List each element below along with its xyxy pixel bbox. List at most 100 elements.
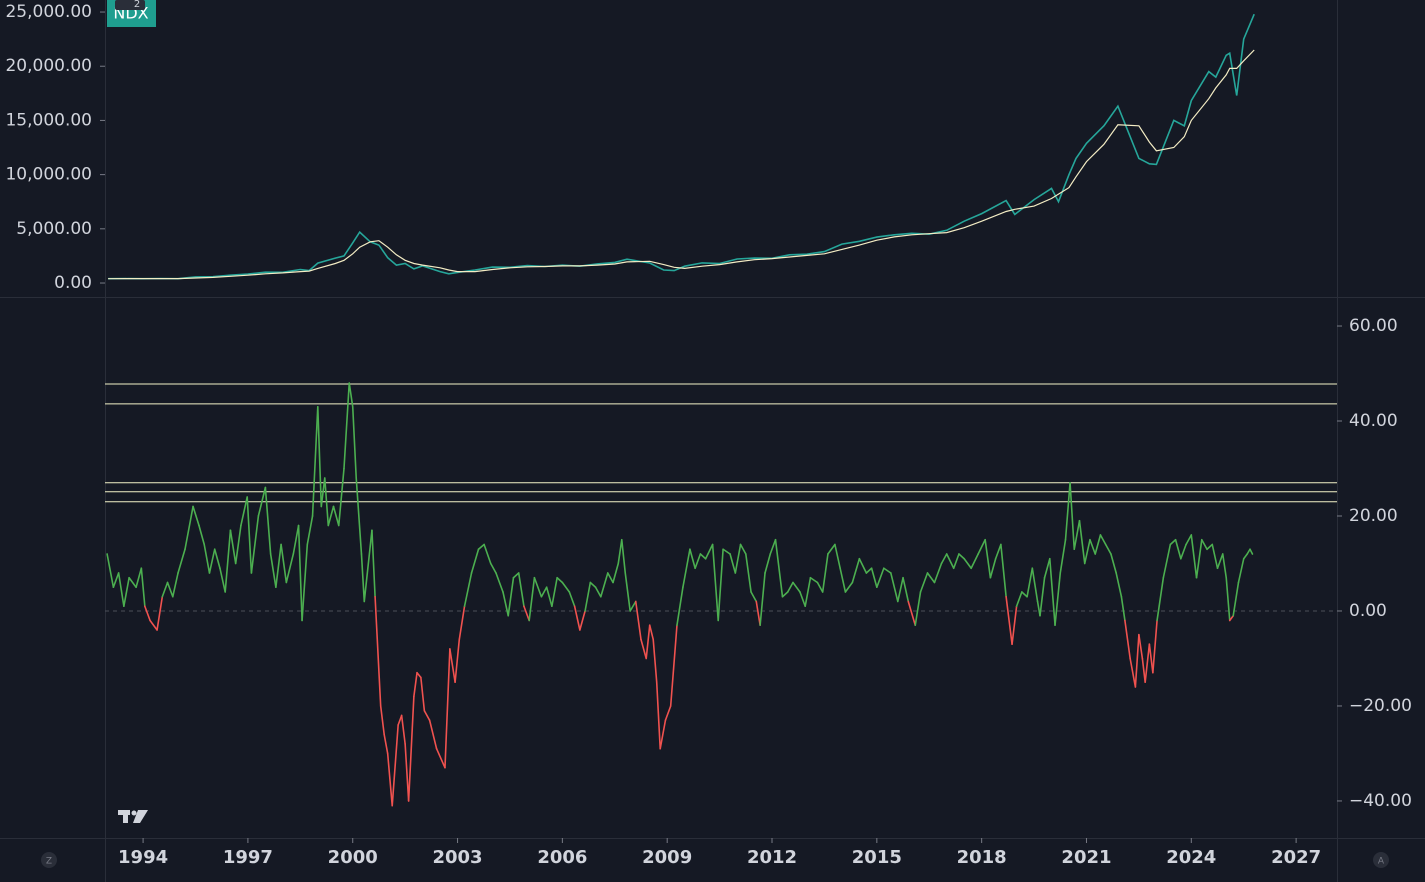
oscillator-segment [1156,576,1165,622]
y-tick-label: 20,000.00 [5,56,92,76]
oscillator-segment [545,586,553,608]
oscillator-segment [1138,633,1144,660]
oscillator-segment [717,548,724,622]
y-tick-label: 10,000.00 [5,165,92,185]
oscillator-segment [311,405,319,517]
x-tick-label: 2012 [747,847,797,868]
y-tick-label: 5,000.00 [16,219,92,239]
pane-badge[interactable] [115,0,145,10]
oscillator-segment [865,567,873,574]
oscillator-segment [1225,576,1231,622]
oscillator-segment [1216,553,1224,570]
y-tick-label: 0.00 [1349,601,1387,621]
oscillator-segment [416,671,422,679]
oscillator-segment [523,605,530,622]
oscillator-segment [1021,591,1028,598]
oscillator-segment [645,624,651,660]
oscillator-segment [704,543,714,560]
oscillator-segment [112,572,120,589]
oscillator-segment [551,576,558,608]
oscillator-segment [420,676,426,712]
oscillator-segment [117,572,125,608]
oscillator-segment [144,605,151,622]
oscillator-segment [809,576,819,584]
oscillator-segment [1064,481,1071,541]
oscillator-segment [907,600,917,627]
icon-a[interactable] [1373,852,1389,868]
oscillator-segment [1190,534,1198,579]
oscillator-segment [851,557,861,584]
y-tick-label: 40.00 [1349,411,1398,431]
oscillator-segment [896,576,904,603]
oscillator-segment [224,529,232,593]
oscillator-segment [123,576,130,608]
oscillator-segment [512,572,520,579]
oscillator-segment [208,548,216,574]
oscillator-segment [664,705,672,722]
oscillator-segment [348,382,354,408]
oscillator-segment [1185,534,1193,546]
oscillator-segment [1144,643,1151,684]
y-tick-label: 25,000.00 [5,2,92,22]
oscillator-segment [774,538,784,598]
oscillator-segment [612,562,620,584]
oscillator-segment [781,591,789,598]
oscillator-segment [659,719,667,750]
oscillator-segment [786,581,794,593]
x-tick-label: 2018 [957,847,1007,868]
oscillator-segment [640,638,648,660]
oscillator-segment [203,543,211,574]
oscillator-segment [386,752,394,807]
oscillator-segment [620,538,627,574]
oscillator-segment [1011,605,1018,646]
x-tick-label: 2015 [852,847,902,868]
oscillator-segment [297,524,303,622]
oscillator-segment [682,548,691,589]
oscillator-segment [1249,548,1254,555]
oscillator-segment [428,719,438,750]
oscillator-segment [343,382,351,470]
oscillator-segment [821,553,829,593]
x-tick-label: 2021 [1061,847,1111,868]
oscillator-segment [1211,543,1219,570]
oscillator-segment [198,524,206,546]
oscillator-segment [184,505,194,551]
oscillator-segment [556,576,564,584]
oscillator-segment [1026,567,1034,598]
oscillator-segment [694,553,702,570]
oscillator-segment [423,709,431,722]
oscillator-segment [919,572,929,593]
oscillator-segment [816,581,824,593]
oscillator-segment [568,591,576,608]
pane-badge-label[interactable]: 2 [134,0,140,10]
oscillator-segment [579,610,586,631]
oscillator-segment [489,562,497,574]
oscillator-segment [323,477,330,527]
oscillator-segment [444,648,451,769]
oscillator-segment [589,581,597,589]
oscillator-segment [1124,619,1131,660]
oscillator-segment [1206,543,1214,551]
icon-z[interactable] [41,852,57,868]
oscillator-segment [745,553,752,593]
oscillator-segment [655,681,662,750]
oscillator-segment [135,567,143,589]
oscillator-segment [407,695,415,802]
oscillator-segment [327,505,335,527]
oscillator-segment [1059,538,1067,574]
oscillator-segment [699,553,707,560]
oscillator-segment [1083,538,1091,565]
oscillator-segment [360,553,366,603]
oscillator-segment [355,477,363,555]
oscillator-segment [858,557,868,574]
oscillator-segment [1069,481,1076,551]
oscillator-segment [400,714,406,745]
x-tick-label: 2006 [537,847,587,868]
oscillator-segment [1200,538,1208,551]
oscillator-segment [229,529,237,565]
icon-a-label[interactable]: A [1378,857,1385,867]
icon-z-label[interactable]: Z [46,857,52,867]
tradingview-logo [118,810,148,823]
